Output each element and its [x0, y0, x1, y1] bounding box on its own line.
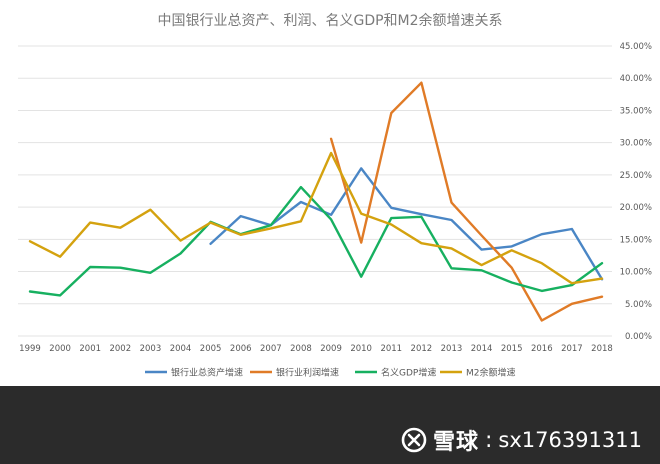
watermark-handle: sx176391311 [498, 428, 642, 452]
x-tick-label: 2000 [49, 344, 71, 354]
y-tick-label: 30.00% [620, 139, 652, 149]
x-tick-label: 2015 [501, 344, 523, 354]
x-tick-label: 2007 [260, 344, 282, 354]
x-tick-label: 2001 [79, 344, 101, 354]
y-tick-label: 20.00% [620, 203, 652, 213]
x-tick-label: 2017 [561, 344, 583, 354]
x-tick-label: 2005 [200, 344, 222, 354]
x-tick-label: 2002 [109, 344, 131, 354]
y-axis-ticks: 0.00% 5.00% 10.00% 15.00% 20.00% 25.00% 30.00%… [620, 42, 652, 342]
legend-label: M2余额增速 [466, 367, 516, 379]
y-tick-label: 40.00% [620, 74, 652, 84]
watermark-brand: 雪球 [432, 430, 479, 455]
chart-panel: 中国银行业总资产、利润、名义GDP和M2余额增速关系 0.00% 5.00% 10.… [0, 0, 660, 386]
x-tick-label: 2014 [471, 344, 493, 354]
y-tick-label: 0.00% [625, 332, 652, 342]
y-tick-label: 15.00% [620, 235, 652, 245]
line-chart: 中国银行业总资产、利润、名义GDP和M2余额增速关系 0.00% 5.00% 10.… [18, 12, 652, 379]
y-tick-label: 35.00% [620, 106, 652, 116]
xueqiu-logo-icon [401, 427, 427, 453]
y-tick-label: 45.00% [620, 42, 652, 52]
series-line [28, 151, 604, 285]
x-tick-label: 2013 [441, 344, 463, 354]
legend-label: 名义GDP增速 [381, 367, 436, 379]
series-line [28, 185, 604, 297]
series-line [329, 81, 604, 322]
watermark-colon: : [484, 427, 493, 453]
x-tick-label: 2010 [350, 344, 372, 354]
x-tick-label: 2008 [290, 344, 312, 354]
legend: 银行业总资产增速 银行业利润增速 名义GDP增速 M2余额增速 [145, 367, 516, 379]
watermark: 雪球 : sx176391311 [401, 424, 642, 456]
series-lines [28, 81, 604, 322]
y-tick-label: 5.00% [625, 300, 652, 310]
y-tick-label: 25.00% [620, 171, 652, 181]
x-tick-label: 2011 [380, 344, 402, 354]
y-tick-label: 10.00% [620, 268, 652, 278]
x-tick-label: 2016 [531, 344, 553, 354]
x-tick-label: 2012 [411, 344, 433, 354]
x-tick-label: 2018 [591, 344, 613, 354]
series-line [209, 167, 604, 281]
x-tick-label: 2003 [140, 344, 162, 354]
x-tick-label: 2009 [320, 344, 342, 354]
x-tick-label: 2004 [170, 344, 192, 354]
x-tick-label: 1999 [19, 344, 41, 354]
legend-label: 银行业利润增速 [276, 367, 339, 379]
legend-label: 银行业总资产增速 [171, 367, 243, 379]
x-tick-label: 2006 [230, 344, 252, 354]
x-axis-ticks: 1999 2000 2001 2002 2003 2004 2005 2006 2007 2008… [19, 344, 613, 354]
chart-title: 中国银行业总资产、利润、名义GDP和M2余额增速关系 [157, 12, 502, 29]
